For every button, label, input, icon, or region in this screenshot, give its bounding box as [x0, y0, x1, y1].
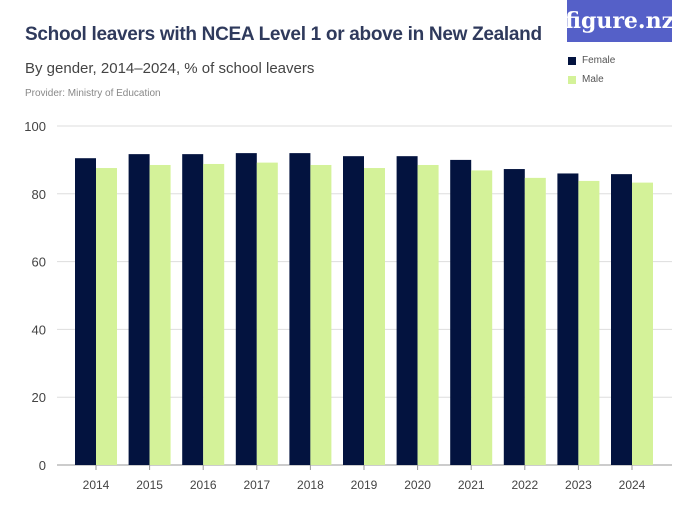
- bar-female-2022: [503, 169, 525, 466]
- bar-female-2020: [396, 156, 418, 465]
- bar-female-2021: [450, 159, 472, 465]
- x-tick-label: 2014: [83, 478, 110, 492]
- bar-male-2015: [149, 164, 171, 466]
- legend-swatch-male: [568, 75, 576, 84]
- x-tick-label: 2023: [565, 478, 592, 492]
- y-tick-label: 80: [32, 187, 46, 202]
- x-tick-label: 2022: [511, 478, 538, 492]
- y-tick-label: 0: [39, 458, 46, 473]
- legend-label: Male: [582, 74, 604, 85]
- bar-female-2024: [611, 174, 632, 465]
- bar-male-2018: [310, 164, 332, 466]
- y-tick-label: 60: [32, 255, 46, 270]
- bar-female-2023: [557, 173, 579, 465]
- x-tick-label: 2019: [351, 478, 378, 492]
- bar-female-2018: [289, 153, 311, 465]
- x-tick-label: 2018: [297, 478, 324, 492]
- x-tick-label: 2024: [619, 478, 646, 492]
- bar-male-2014: [96, 168, 117, 465]
- bar-male-2022: [524, 177, 546, 465]
- bar-male-2023: [578, 180, 600, 465]
- legend-swatch-female: [568, 56, 576, 65]
- bar-female-2014: [75, 158, 96, 465]
- x-tick-label: 2020: [404, 478, 431, 492]
- figure-nz-logo[interactable]: figure.nz: [565, 0, 674, 42]
- y-tick-label: 20: [32, 390, 46, 405]
- bar-male-2017: [256, 162, 278, 465]
- bar-female-2016: [182, 154, 204, 465]
- bar-female-2019: [343, 156, 364, 465]
- chart-subtitle: By gender, 2014–2024, % of school leaver…: [25, 60, 315, 77]
- chart-title: School leavers with NCEA Level 1 or abov…: [25, 24, 542, 45]
- y-tick-label: 40: [32, 322, 46, 337]
- legend-male: Male: [568, 74, 604, 85]
- bar-female-2017: [235, 153, 257, 465]
- bar-male-2021: [471, 170, 493, 465]
- legend-label: Female: [582, 55, 616, 66]
- bar-female-2015: [128, 154, 150, 465]
- x-tick-label: 2021: [458, 478, 485, 492]
- bar-male-2016: [203, 163, 225, 465]
- bar-male-2020: [417, 164, 439, 466]
- bar-male-2024: [632, 182, 653, 465]
- bar-male-2019: [364, 168, 385, 465]
- x-tick-label: 2016: [190, 478, 217, 492]
- legend-female: Female: [568, 55, 615, 66]
- x-tick-label: 2017: [243, 478, 270, 492]
- provider-note: Provider: Ministry of Education: [25, 88, 161, 99]
- y-tick-label: 100: [24, 119, 46, 134]
- x-tick-label: 2015: [136, 478, 163, 492]
